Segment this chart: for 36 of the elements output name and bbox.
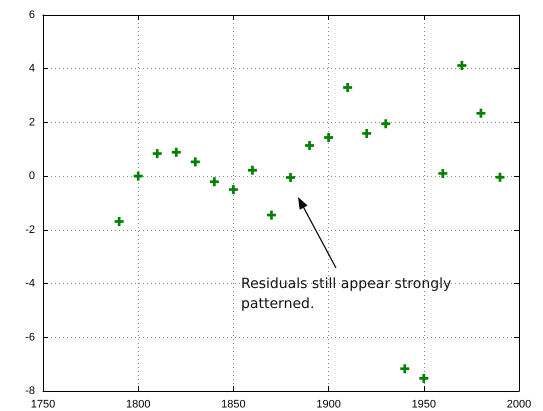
point	[248, 166, 257, 175]
point	[381, 119, 390, 128]
y-tick-label: 0	[28, 170, 35, 182]
y-tick-label: -2	[25, 224, 35, 236]
point	[457, 60, 466, 70]
x-tick-label: 1950	[412, 398, 436, 410]
y-tick-label: 4	[28, 62, 35, 75]
x-tick-label: 1900	[316, 398, 341, 410]
point	[114, 217, 124, 226]
point	[266, 210, 276, 220]
point	[305, 141, 314, 150]
x-tick-label: 1750	[30, 398, 56, 410]
point	[419, 374, 428, 383]
point	[343, 83, 352, 92]
point	[172, 148, 181, 157]
point	[190, 157, 200, 166]
point	[438, 168, 448, 178]
y-tick-label: -4	[25, 278, 35, 290]
point	[134, 172, 143, 181]
y-tick-label: 6	[28, 9, 35, 21]
x-tick-label: 2000	[506, 398, 532, 410]
point	[476, 108, 486, 118]
x-tick-label: 1850	[221, 398, 246, 410]
point	[495, 172, 504, 182]
point	[210, 177, 219, 186]
point	[152, 149, 162, 158]
point	[286, 172, 296, 182]
y-tick-label: -6	[25, 331, 35, 344]
y-tick-label: 2	[28, 116, 35, 128]
point	[400, 364, 410, 374]
x-tick-label: 1800	[126, 398, 150, 410]
point	[228, 185, 238, 194]
point	[362, 128, 372, 138]
y-tick-label: -8	[25, 385, 35, 397]
annotation: Residuals still appear strongly patterned.	[241, 275, 452, 314]
point	[324, 132, 334, 142]
